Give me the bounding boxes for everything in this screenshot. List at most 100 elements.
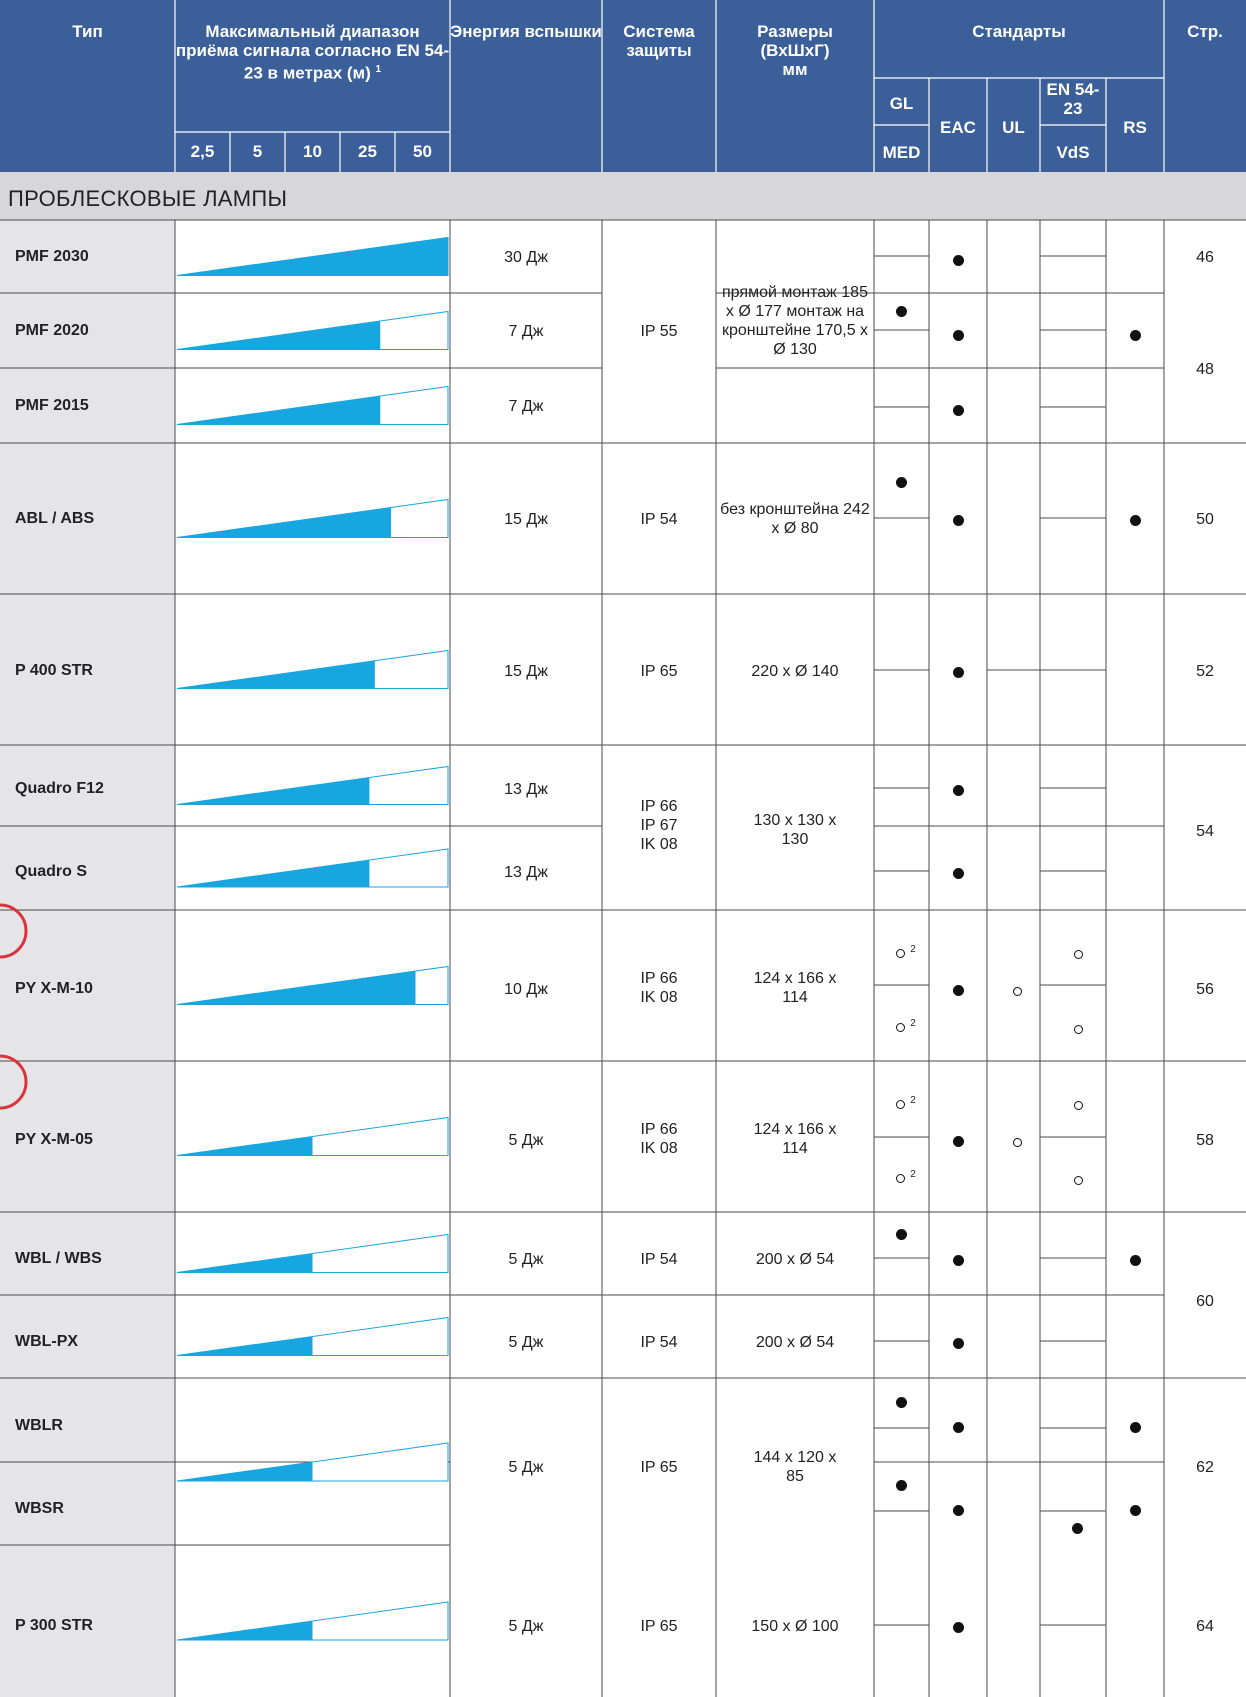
range-wedge-fill: [177, 1136, 313, 1156]
protection-value: IP 55: [640, 323, 678, 340]
cert-ring: [1074, 1025, 1083, 1034]
range-wedge-fill: [177, 1253, 313, 1273]
section-band: [0, 172, 1246, 220]
cert-dot: [953, 1622, 964, 1633]
cert-dot: [953, 985, 964, 996]
product-name: P 400 STR: [15, 662, 93, 679]
cert-dot: [896, 477, 907, 488]
dimensions-value: 144 x 120 x 85: [753, 1449, 837, 1485]
stamp-mark: [0, 903, 28, 959]
page-number: 46: [1196, 249, 1214, 266]
energy-value: 5 Дж: [508, 1334, 544, 1351]
cert-dot: [953, 330, 964, 341]
std-en-54-23: EN 54-23: [1046, 80, 1100, 118]
energy-value: 5 Дж: [508, 1459, 544, 1476]
product-name: P 300 STR: [15, 1617, 93, 1634]
range-wedge-fill: [177, 1621, 313, 1640]
range-wedge-fill: [177, 396, 381, 425]
range-wedge-fill: [177, 507, 392, 538]
cert-ring: [1074, 950, 1083, 959]
page-number: 50: [1196, 511, 1214, 528]
footnote-mark: 2: [910, 1095, 916, 1106]
cert-dot: [953, 1255, 964, 1266]
range-wedge-fill: [177, 1336, 313, 1356]
dimensions-value: 220 x Ø 140: [751, 663, 839, 680]
name-column-background: [0, 220, 175, 1697]
range-tick: 25: [358, 142, 377, 161]
cert-ring: [896, 1023, 905, 1032]
energy-value: 15 Дж: [504, 663, 548, 680]
col-header-protection: Система защиты: [623, 22, 695, 60]
cert-dot: [953, 785, 964, 796]
cert-ring: [896, 1174, 905, 1183]
cert-dot: [953, 1422, 964, 1433]
dimensions-value: 150 x Ø 100: [751, 1618, 839, 1635]
cert-dot: [953, 255, 964, 266]
range-wedge-fill: [177, 777, 370, 805]
dimensions-line-1: Размеры: [757, 22, 833, 41]
energy-value: 10 Дж: [504, 981, 548, 998]
range-tick: 10: [303, 142, 322, 161]
page-number: 54: [1196, 823, 1214, 840]
cert-ring: [1074, 1176, 1083, 1185]
protection-value: IP 66 IK 08: [640, 970, 678, 1006]
range-tick: 50: [413, 142, 432, 161]
range-header-text: Максимальный диапазон приёма сигнала сог…: [175, 22, 450, 83]
range-wedge-fill: [177, 660, 375, 689]
energy-value: 5 Дж: [508, 1251, 544, 1268]
protection-value: IP 54: [640, 511, 678, 528]
footnote-mark: 2: [910, 1169, 916, 1180]
dimensions-line-3: мм: [782, 60, 808, 79]
footnote-mark: 2: [910, 1018, 916, 1029]
cert-dot: [953, 405, 964, 416]
col-header-dimensions: Размеры (ВхШхГ) мм: [716, 22, 874, 79]
protection-value: IP 54: [640, 1251, 678, 1268]
cert-dot: [1130, 1505, 1141, 1516]
col-header-standards: Стандарты: [972, 22, 1066, 41]
product-name: PMF 2020: [15, 322, 89, 339]
cert-dot: [1072, 1523, 1083, 1534]
range-wedge-fill: [177, 1462, 313, 1481]
std-ul: UL: [1002, 118, 1025, 137]
range-wedge-fill: [177, 971, 416, 1005]
dimensions-value: прямой монтаж 185 x Ø 177 монтаж на крон…: [721, 284, 869, 358]
range-footnote-mark: 1: [375, 64, 382, 75]
cert-ring: [1013, 987, 1022, 996]
std-vds: VdS: [1056, 143, 1090, 162]
cert-dot: [896, 1480, 907, 1491]
dimensions-value: 124 x 166 x 114: [753, 1121, 837, 1157]
protection-value: IP 66 IK 08: [640, 1121, 678, 1157]
energy-value: 5 Дж: [508, 1132, 544, 1149]
range-wedge-fill: [177, 860, 370, 887]
cert-ring: [896, 1100, 905, 1109]
protection-value: IP 66 IP 67 IK 08: [640, 798, 678, 853]
col-header-energy: Энергия вспышки: [450, 22, 602, 41]
dimensions-value: без кронштейна 242 x Ø 80: [720, 501, 870, 537]
cert-dot: [1130, 1255, 1141, 1266]
cert-dot: [1130, 515, 1141, 526]
product-name: Quadro F12: [15, 780, 104, 797]
cert-dot: [1130, 1422, 1141, 1433]
section-title: ПРОБЛЕСКОВЫЕ ЛАМПЫ: [8, 186, 288, 211]
range-wedge-fill: [177, 237, 448, 276]
cert-dot: [896, 1397, 907, 1408]
stamp-mark: [0, 1054, 28, 1110]
page-number: 52: [1196, 663, 1214, 680]
cert-dot: [1130, 330, 1141, 341]
protection-value: IP 54: [640, 1334, 678, 1351]
col-header-type: Тип: [72, 22, 103, 41]
energy-value: 7 Дж: [508, 323, 544, 340]
product-name: PMF 2015: [15, 397, 89, 414]
product-name: PY X-M-05: [15, 1131, 93, 1148]
dimensions-value: 200 x Ø 54: [755, 1251, 835, 1268]
dimensions-value: 130 x 130 x 130: [753, 812, 837, 848]
cert-dot: [953, 1505, 964, 1516]
protection-value: IP 65: [640, 663, 678, 680]
col-header-page: Стр.: [1187, 22, 1223, 41]
cert-dot: [896, 306, 907, 317]
product-name: WBLR: [15, 1417, 63, 1434]
cert-dot: [953, 1338, 964, 1349]
energy-value: 13 Дж: [504, 864, 548, 881]
product-name: PY X-M-10: [15, 980, 93, 997]
